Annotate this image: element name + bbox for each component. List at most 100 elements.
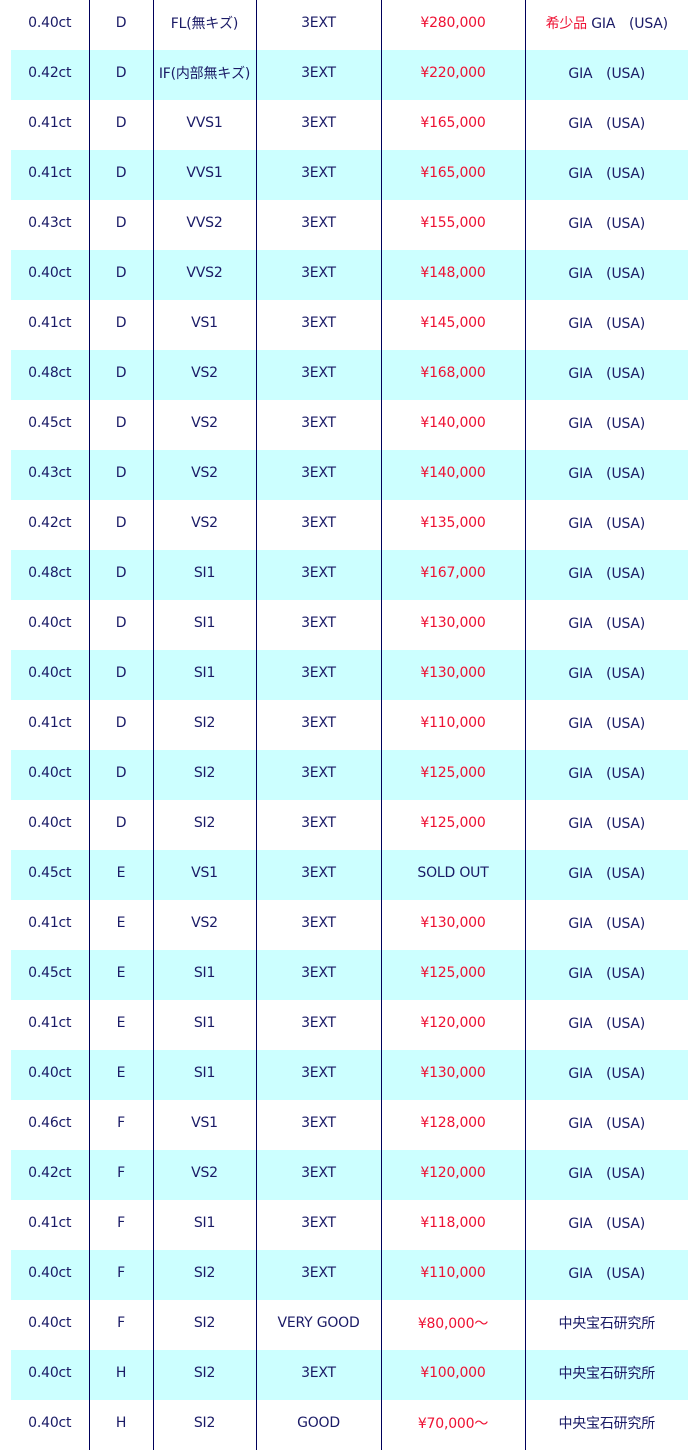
lab-name: GIA (USA) — [568, 666, 646, 682]
clarity-cell: VS2 — [153, 450, 257, 500]
carat-cell: 0.48ct — [11, 350, 90, 400]
cut-cell: 3EXT — [256, 400, 382, 450]
table-row: 0.40ct D SI2 3EXT ¥125,000 GIA (USA) — [11, 750, 688, 800]
clarity-cell: SI2 — [153, 700, 257, 750]
price-cell: ¥168,000 — [381, 350, 526, 400]
cut-cell: 3EXT — [256, 900, 382, 950]
clarity-cell: SI2 — [153, 800, 257, 850]
cut-cell: 3EXT — [256, 100, 382, 150]
table-row: 0.41ct D VVS1 3EXT ¥165,000 GIA (USA) — [11, 150, 688, 200]
price-cell: ¥130,000 — [381, 650, 526, 700]
color-grade-cell: D — [89, 700, 154, 750]
carat-cell: 0.43ct — [11, 450, 90, 500]
color-grade-cell: D — [89, 200, 154, 250]
table-row: 0.48ct D VS2 3EXT ¥168,000 GIA (USA) — [11, 350, 688, 400]
price-cell: ¥145,000 — [381, 300, 526, 350]
grading-lab-cell: GIA (USA) — [525, 1250, 688, 1300]
lab-name: GIA (USA) — [568, 366, 646, 382]
cut-cell: 3EXT — [256, 650, 382, 700]
color-grade-cell: H — [89, 1400, 154, 1450]
table-row: 0.42ct F VS2 3EXT ¥120,000 GIA (USA) — [11, 1150, 688, 1200]
table-row: 0.43ct D VS2 3EXT ¥140,000 GIA (USA) — [11, 450, 688, 500]
price-cell: ¥120,000 — [381, 1150, 526, 1200]
price-cell: ¥120,000 — [381, 1000, 526, 1050]
table-row: 0.42ct D IF(内部無キズ) 3EXT ¥220,000 GIA (USA) — [11, 50, 688, 100]
grading-lab-cell: GIA (USA) — [525, 900, 688, 950]
price-cell: ¥118,000 — [381, 1200, 526, 1250]
carat-cell: 0.40ct — [11, 1400, 90, 1450]
table-row: 0.40ct D SI1 3EXT ¥130,000 GIA (USA) — [11, 650, 688, 700]
clarity-cell: SI2 — [153, 1400, 257, 1450]
lab-name: GIA (USA) — [568, 916, 646, 932]
cut-cell: 3EXT — [256, 300, 382, 350]
carat-cell: 0.45ct — [11, 950, 90, 1000]
color-grade-cell: D — [89, 550, 154, 600]
lab-name: GIA (USA) — [568, 516, 646, 532]
table-row: 0.41ct F SI1 3EXT ¥118,000 GIA (USA) — [11, 1200, 688, 1250]
price-cell: ¥165,000 — [381, 150, 526, 200]
color-grade-cell: D — [89, 150, 154, 200]
price-cell: ¥130,000 — [381, 1050, 526, 1100]
price-cell: ¥128,000 — [381, 1100, 526, 1150]
lab-name: GIA (USA) — [568, 816, 646, 832]
cut-cell: 3EXT — [256, 1000, 382, 1050]
clarity-cell: VS2 — [153, 350, 257, 400]
clarity-cell: VS2 — [153, 500, 257, 550]
cut-cell: 3EXT — [256, 250, 382, 300]
lab-name: GIA (USA) — [568, 616, 646, 632]
color-grade-cell: D — [89, 750, 154, 800]
clarity-cell: VS1 — [153, 1100, 257, 1150]
carat-cell: 0.40ct — [11, 800, 90, 850]
grading-lab-cell: GIA (USA) — [525, 450, 688, 500]
lab-name: GIA (USA) — [568, 266, 646, 282]
table-row: 0.40ct H SI2 GOOD ¥70,000～ 中央宝石研究所 — [11, 1400, 688, 1450]
lab-name: GIA (USA) — [568, 466, 646, 482]
lab-name: GIA (USA) — [568, 716, 646, 732]
clarity-cell: VVS2 — [153, 250, 257, 300]
table-row: 0.41ct D SI2 3EXT ¥110,000 GIA (USA) — [11, 700, 688, 750]
price-cell: SOLD OUT — [381, 850, 526, 900]
grading-lab-cell: GIA (USA) — [525, 1150, 688, 1200]
table-row: 0.48ct D SI1 3EXT ¥167,000 GIA (USA) — [11, 550, 688, 600]
grading-lab-cell: GIA (USA) — [525, 400, 688, 450]
cut-cell: 3EXT — [256, 200, 382, 250]
cut-cell: 3EXT — [256, 1350, 382, 1400]
color-grade-cell: D — [89, 250, 154, 300]
price-cell: ¥80,000～ — [381, 1300, 526, 1350]
carat-cell: 0.41ct — [11, 100, 90, 150]
cut-cell: 3EXT — [256, 1250, 382, 1300]
carat-cell: 0.40ct — [11, 1250, 90, 1300]
grading-lab-cell: 希少品 GIA (USA) — [525, 0, 688, 50]
carat-cell: 0.41ct — [11, 1000, 90, 1050]
table-row: 0.40ct D SI1 3EXT ¥130,000 GIA (USA) — [11, 600, 688, 650]
clarity-cell: IF(内部無キズ) — [153, 50, 257, 100]
color-grade-cell: D — [89, 600, 154, 650]
carat-cell: 0.40ct — [11, 250, 90, 300]
price-cell: ¥125,000 — [381, 950, 526, 1000]
grading-lab-cell: GIA (USA) — [525, 1200, 688, 1250]
grading-lab-cell: GIA (USA) — [525, 200, 688, 250]
grading-lab-cell: 中央宝石研究所 — [525, 1300, 688, 1350]
cut-cell: 3EXT — [256, 350, 382, 400]
cut-cell: 3EXT — [256, 550, 382, 600]
carat-cell: 0.41ct — [11, 700, 90, 750]
table-row: 0.41ct D VVS1 3EXT ¥165,000 GIA (USA) — [11, 100, 688, 150]
color-grade-cell: E — [89, 950, 154, 1000]
table-row: 0.45ct E SI1 3EXT ¥125,000 GIA (USA) — [11, 950, 688, 1000]
carat-cell: 0.43ct — [11, 200, 90, 250]
clarity-cell: SI1 — [153, 650, 257, 700]
table-row: 0.40ct H SI2 3EXT ¥100,000 中央宝石研究所 — [11, 1350, 688, 1400]
cut-cell: 3EXT — [256, 450, 382, 500]
grading-lab-cell: GIA (USA) — [525, 700, 688, 750]
cut-cell: 3EXT — [256, 600, 382, 650]
grading-lab-cell: GIA (USA) — [525, 1100, 688, 1150]
clarity-cell: SI1 — [153, 950, 257, 1000]
price-cell: ¥70,000～ — [381, 1400, 526, 1450]
carat-cell: 0.41ct — [11, 1200, 90, 1250]
grading-lab-cell: GIA (USA) — [525, 1000, 688, 1050]
table-row: 0.43ct D VVS2 3EXT ¥155,000 GIA (USA) — [11, 200, 688, 250]
table-row: 0.40ct E SI1 3EXT ¥130,000 GIA (USA) — [11, 1050, 688, 1100]
cut-cell: 3EXT — [256, 1150, 382, 1200]
cut-cell: VERY GOOD — [256, 1300, 382, 1350]
clarity-cell: SI2 — [153, 1250, 257, 1300]
